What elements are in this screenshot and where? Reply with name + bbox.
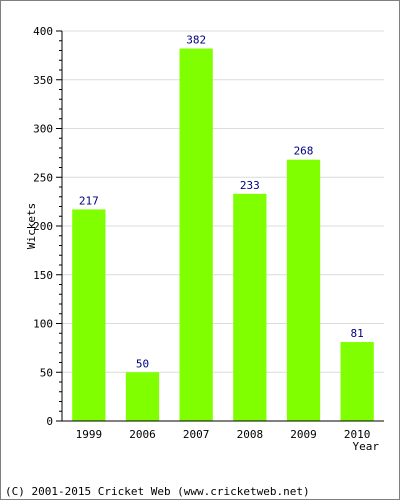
copyright-footer: (C) 2001-2015 Cricket Web (www.cricketwe…: [5, 485, 310, 498]
bar-1999: [72, 209, 106, 421]
data-label-2006: 50: [136, 357, 149, 370]
data-label-1999: 217: [79, 194, 99, 207]
data-label-2007: 382: [186, 34, 206, 47]
data-label-2008: 233: [240, 179, 260, 192]
y-tick-label: 350: [33, 74, 53, 87]
x-tick-label-2010: 2010: [344, 428, 371, 441]
bar-2010: [340, 342, 374, 421]
bars: [72, 48, 374, 422]
y-tick-label: 300: [33, 123, 53, 136]
y-tick-label: 100: [33, 318, 53, 331]
y-tick-label: 50: [40, 366, 53, 379]
x-axis-title: Year: [353, 440, 380, 453]
x-tick-label-1999: 1999: [76, 428, 103, 441]
y-tick-label: 400: [33, 25, 53, 38]
bar-2006: [125, 372, 160, 421]
bar-2007: [179, 48, 213, 422]
y-tick-label: 150: [33, 269, 53, 282]
x-tick-label-2008: 2008: [237, 428, 264, 441]
y-tick-labels: 0 50 100 150 200 250 300 350 400: [33, 25, 53, 428]
axes: [56, 30, 384, 422]
y-tick-label: 250: [33, 171, 53, 184]
data-labels: 217 50 382 233 268 81: [79, 34, 364, 371]
y-tick-label: 200: [33, 220, 53, 233]
bar-2009: [286, 159, 321, 421]
data-label-2010: 81: [351, 327, 364, 340]
grid-lines: [62, 30, 384, 373]
data-label-2009: 268: [294, 145, 314, 158]
x-tick-label-2006: 2006: [129, 428, 156, 441]
x-tick-labels: 1999 2006 2007 2008 2009 2010: [76, 428, 371, 441]
x-tick-label-2009: 2009: [290, 428, 317, 441]
x-tick-label-2007: 2007: [183, 428, 210, 441]
y-tick-label: 0: [46, 415, 53, 428]
y-axis-title: Wickets: [25, 203, 38, 249]
bar-2008: [233, 193, 267, 421]
